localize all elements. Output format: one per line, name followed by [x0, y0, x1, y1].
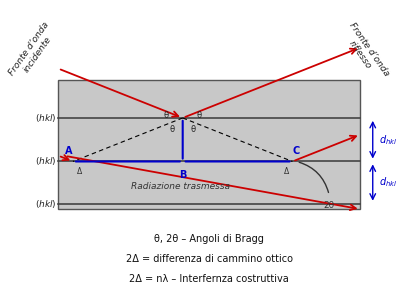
Text: $d_{hkl}$: $d_{hkl}$ — [379, 176, 397, 189]
Text: $(hkl)$: $(hkl)$ — [35, 198, 56, 210]
Text: B: B — [179, 170, 186, 180]
Text: 2θ: 2θ — [324, 201, 335, 210]
Text: Fronte d’onda
incidente: Fronte d’onda incidente — [7, 21, 60, 83]
FancyBboxPatch shape — [58, 80, 361, 209]
Text: 2Δ = differenza di cammino ottico: 2Δ = differenza di cammino ottico — [126, 254, 293, 264]
Text: $d_{hkl}$: $d_{hkl}$ — [379, 133, 397, 147]
Text: Fronte d’onda
riflesso: Fronte d’onda riflesso — [339, 21, 391, 83]
Text: $(hkl)$: $(hkl)$ — [35, 112, 56, 124]
Text: θ: θ — [164, 110, 169, 120]
Text: 2Δ = nλ – Interfernza costruttiva: 2Δ = nλ – Interfernza costruttiva — [129, 274, 289, 284]
Text: θ: θ — [170, 125, 175, 134]
Text: A: A — [65, 146, 73, 156]
Text: θ: θ — [196, 110, 202, 120]
Text: $(hkl)$: $(hkl)$ — [35, 156, 56, 168]
Text: C: C — [293, 146, 300, 156]
Text: θ: θ — [190, 125, 195, 134]
Text: Δ: Δ — [284, 167, 289, 176]
Text: Δ: Δ — [76, 167, 82, 176]
Text: θ, 2θ – Angoli di Bragg: θ, 2θ – Angoli di Bragg — [154, 234, 264, 245]
Text: Radiazione trasmessa: Radiazione trasmessa — [131, 182, 230, 191]
